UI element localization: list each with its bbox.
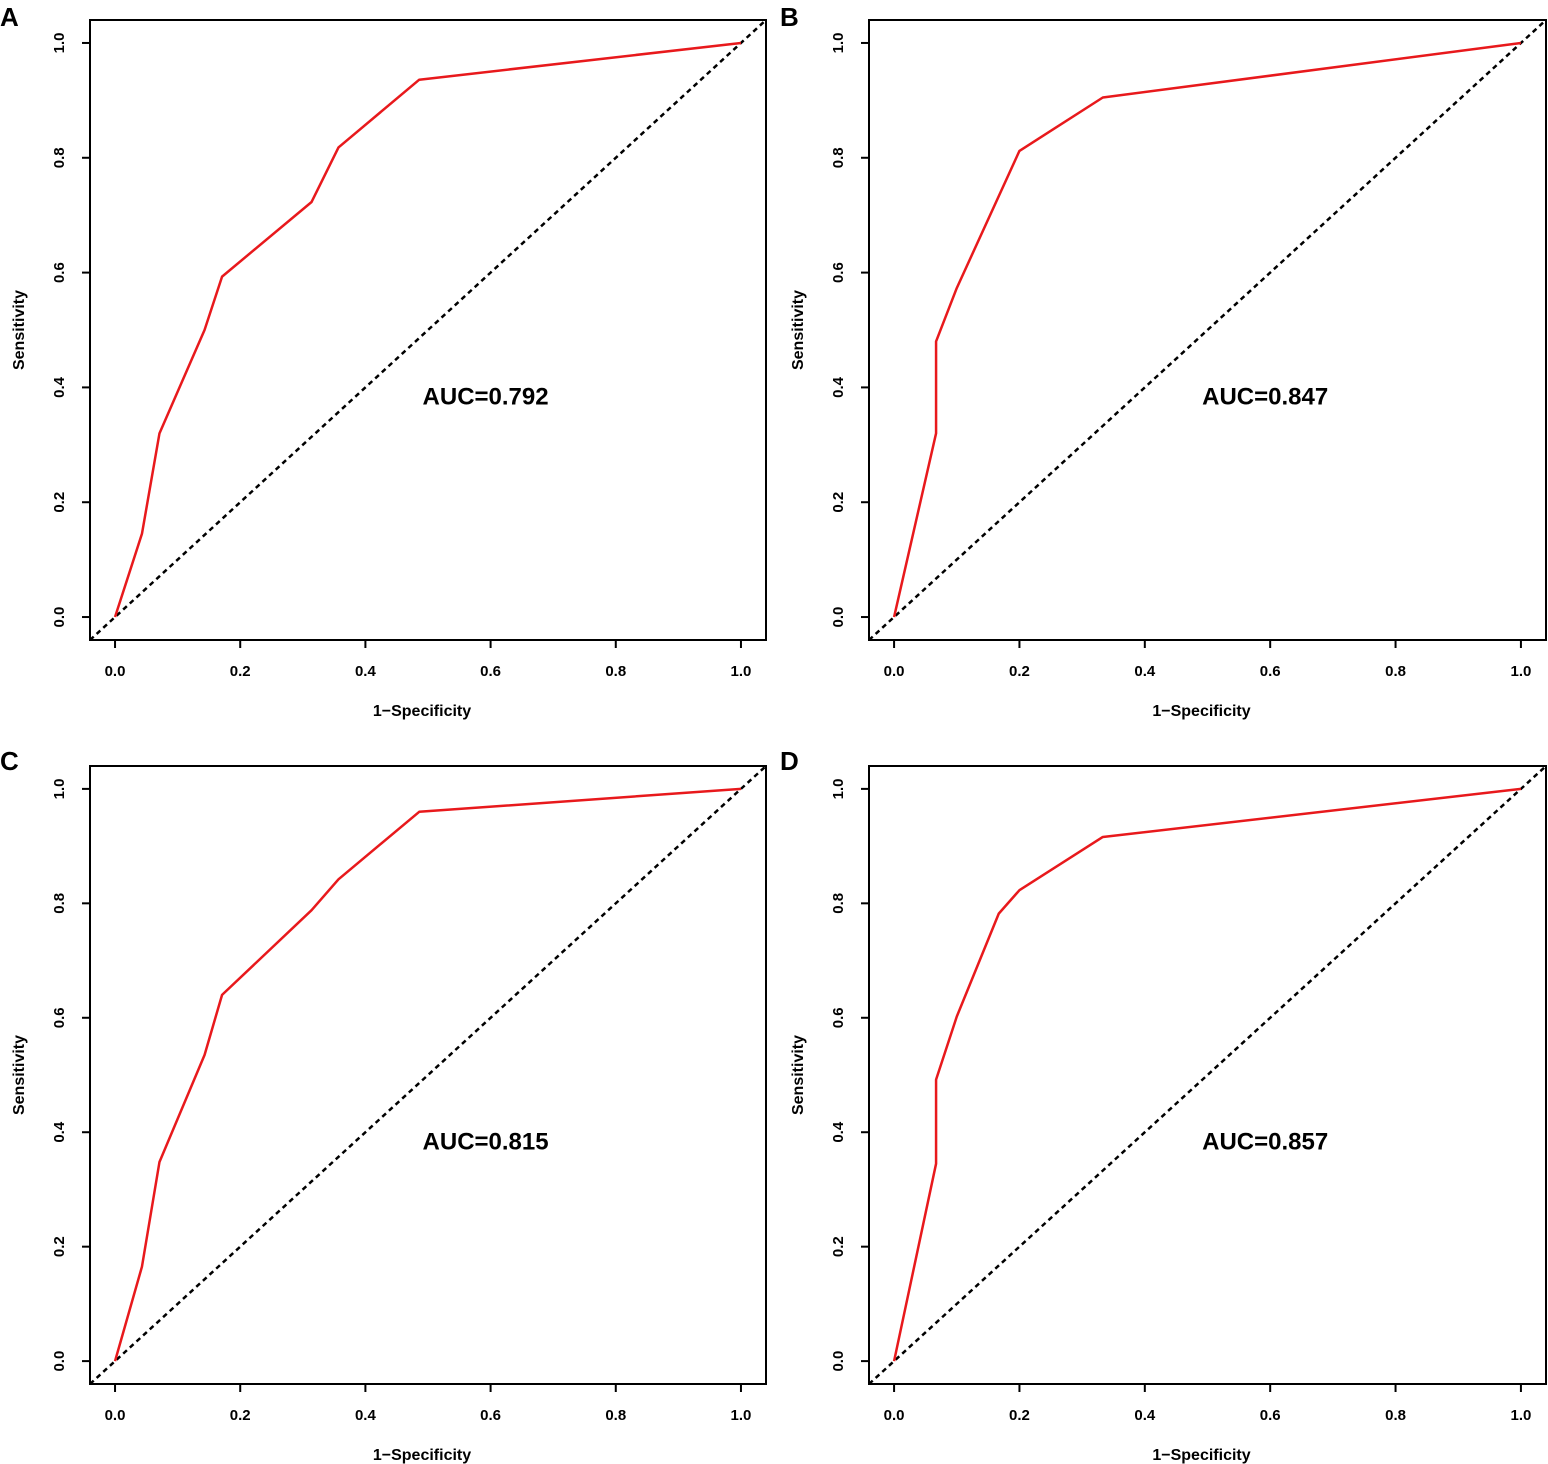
panel-c: C 0.0 0.2 0.4 0.6 0.8 1.0 0.0 0.2 0.4 0.6 0.8 1.0 1−S… xyxy=(0,746,767,1464)
roc-curve-line xyxy=(113,787,742,1362)
x-tick-label: 0.0 xyxy=(884,663,905,680)
panel-label: C xyxy=(0,746,19,776)
x-tick-label: 0.4 xyxy=(1134,1407,1156,1424)
panel-label: A xyxy=(0,2,19,32)
x-tick-label: 0.0 xyxy=(884,1407,905,1424)
panel-b: B 0.0 0.2 0.4 0.6 0.8 1.0 0.0 0.2 0.4 0.6 0.8 1.0 1−S… xyxy=(780,2,1547,720)
plot-frame xyxy=(868,19,1547,641)
x-tick-label: 0.4 xyxy=(1134,663,1156,680)
x-tick-label: 1.0 xyxy=(1510,1407,1531,1424)
y-tick-label: 0.4 xyxy=(51,1121,68,1143)
y-tick-label: 0.4 xyxy=(830,376,847,398)
y-axis-title: Sensitivity xyxy=(790,290,807,370)
y-tick-label: 0.8 xyxy=(830,893,847,914)
y-tick-label: 0.2 xyxy=(51,492,68,513)
roc-curve-line xyxy=(892,41,1522,618)
plot-frame xyxy=(89,765,767,1385)
x-tick-label: 0.0 xyxy=(105,1407,126,1424)
plot-frame xyxy=(868,765,1547,1385)
reference-diagonal-line xyxy=(89,765,767,1385)
auc-annotation: AUC=0.792 xyxy=(423,384,549,411)
x-tick-label: 0.8 xyxy=(1385,663,1406,680)
y-tick-label: 0.6 xyxy=(51,1007,68,1028)
x-tick-label: 0.6 xyxy=(480,1407,501,1424)
y-tick-label: 1.0 xyxy=(830,33,847,54)
panel-label: B xyxy=(780,2,799,32)
x-axis-title: 1−Specificity xyxy=(1152,1447,1250,1464)
panel-a: A 0.0 0.2 0.4 0.6 0.8 1.0 0.0 0.2 0.4 0.6 0.8 1.0 1−S… xyxy=(0,2,767,720)
x-axis-title: 1−Specificity xyxy=(1152,703,1250,720)
y-tick-label: 0.6 xyxy=(830,1007,847,1028)
y-tick-label: 0.8 xyxy=(51,893,68,914)
y-axis-title: Sensitivity xyxy=(11,1035,28,1115)
x-tick-label: 0.8 xyxy=(605,1407,626,1424)
y-tick-label: 0.0 xyxy=(51,607,68,628)
x-tick-label: 0.2 xyxy=(230,1407,251,1424)
x-axis-title: 1−Specificity xyxy=(373,703,471,720)
reference-diagonal-line xyxy=(868,765,1547,1385)
reference-diagonal-line xyxy=(868,19,1547,641)
auc-annotation: AUC=0.815 xyxy=(423,1128,549,1155)
y-tick-label: 0.6 xyxy=(830,262,847,283)
y-tick-label: 0.2 xyxy=(830,1236,847,1257)
x-tick-label: 0.2 xyxy=(230,663,251,680)
y-axis-title: Sensitivity xyxy=(11,290,28,370)
y-tick-label: 0.0 xyxy=(830,607,847,628)
auc-annotation: AUC=0.847 xyxy=(1202,384,1328,411)
x-tick-label: 0.2 xyxy=(1009,663,1030,680)
y-tick-label: 0.6 xyxy=(51,262,68,283)
y-tick-label: 0.8 xyxy=(830,147,847,168)
x-tick-label: 1.0 xyxy=(1510,663,1531,680)
y-tick-label: 1.0 xyxy=(830,778,847,799)
x-tick-label: 1.0 xyxy=(731,1407,752,1424)
panel-label: D xyxy=(780,746,799,776)
x-tick-label: 0.4 xyxy=(355,663,377,680)
x-tick-label: 0.6 xyxy=(1260,663,1281,680)
y-axis-title: Sensitivity xyxy=(790,1035,807,1115)
reference-diagonal-line xyxy=(89,19,767,641)
x-tick-label: 0.0 xyxy=(105,663,126,680)
y-tick-label: 0.2 xyxy=(51,1236,68,1257)
x-axis-title: 1−Specificity xyxy=(373,1447,471,1464)
x-tick-label: 1.0 xyxy=(731,663,752,680)
panel-d: D 0.0 0.2 0.4 0.6 0.8 1.0 0.0 0.2 0.4 0.6 0.8 1.0 1−S… xyxy=(780,746,1547,1464)
y-tick-label: 0.0 xyxy=(51,1351,68,1372)
plot-frame xyxy=(89,19,767,641)
auc-annotation: AUC=0.857 xyxy=(1202,1128,1328,1155)
x-tick-label: 0.6 xyxy=(480,663,501,680)
y-tick-label: 0.4 xyxy=(51,376,68,398)
y-tick-label: 1.0 xyxy=(51,778,68,799)
x-tick-label: 0.4 xyxy=(355,1407,377,1424)
y-tick-label: 0.2 xyxy=(830,492,847,513)
x-tick-label: 0.8 xyxy=(1385,1407,1406,1424)
roc-curve-line xyxy=(892,787,1522,1362)
x-tick-label: 0.2 xyxy=(1009,1407,1030,1424)
y-tick-label: 1.0 xyxy=(51,33,68,54)
roc-curve-line xyxy=(113,41,742,618)
y-tick-label: 0.0 xyxy=(830,1351,847,1372)
x-tick-label: 0.8 xyxy=(605,663,626,680)
y-tick-label: 0.4 xyxy=(830,1121,847,1143)
x-tick-label: 0.6 xyxy=(1260,1407,1281,1424)
y-tick-label: 0.8 xyxy=(51,147,68,168)
